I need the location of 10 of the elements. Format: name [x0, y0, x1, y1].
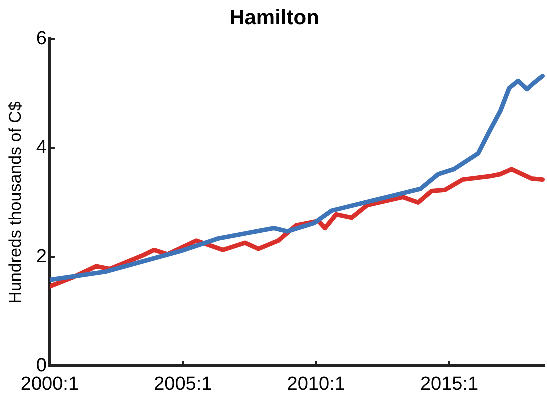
- y-tick-label: 6: [36, 28, 47, 50]
- x-tick-label: 2000:1: [20, 374, 80, 395]
- y-axis-title: Hundreds thousands of C$: [6, 101, 25, 304]
- y-tick-label: 0: [36, 355, 47, 376]
- x-tick-label: 2010:1: [287, 374, 346, 395]
- y-tick-label: 2: [36, 246, 47, 268]
- y-tick-label: 4: [36, 137, 48, 158]
- x-tick-label: 2005:1: [154, 374, 212, 395]
- chart-title: Hamilton: [230, 6, 320, 30]
- x-tick-label: 2015:1: [420, 374, 479, 395]
